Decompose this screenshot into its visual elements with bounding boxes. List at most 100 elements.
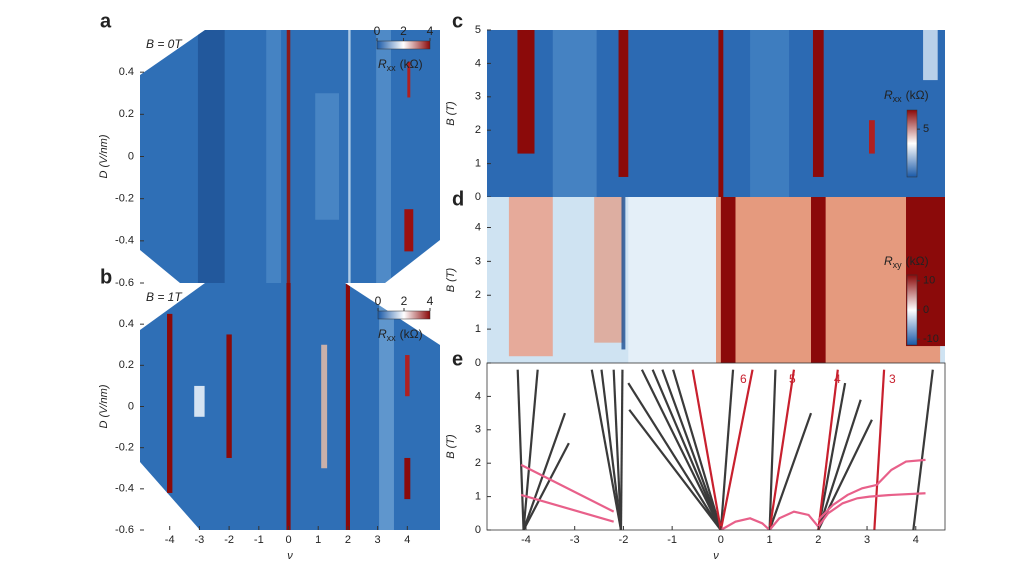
fan-line (720, 492, 926, 530)
colorbar-subscript: xx (387, 333, 397, 343)
heatmap-feature (552, 30, 597, 197)
colorbar-symbol: R (884, 254, 893, 268)
heatmap-feature (720, 197, 736, 363)
heatmap-feature (404, 457, 411, 500)
colorbar (377, 310, 431, 320)
colorbar-unit: (kΩ) (400, 327, 423, 341)
fan-line (768, 369, 796, 530)
y-tick-label: 4 (475, 390, 481, 402)
y-tick-label: 4 (475, 221, 481, 233)
x-tick-label: 3 (864, 534, 870, 546)
fan-line (520, 493, 614, 523)
y-axis-label: B (T) (445, 101, 457, 126)
colorbar (376, 40, 431, 50)
fan-line (628, 409, 722, 530)
colorbar (906, 274, 918, 346)
heatmap-feature (197, 30, 225, 283)
colorbar-tick-label: 5 (923, 123, 929, 135)
y-tick-label: 0 (475, 524, 481, 536)
x-tick-label: -2 (224, 534, 234, 546)
y-axis-label: D (V/nm) (98, 134, 110, 178)
heatmap-feature (286, 30, 291, 283)
heatmap-feature (508, 197, 553, 357)
fan-line (522, 442, 570, 530)
y-tick-label: -0.4 (115, 483, 134, 495)
heatmap-feature (315, 93, 340, 220)
colorbar-subscript: xx (893, 94, 903, 104)
x-tick-label: 3 (375, 534, 381, 546)
fan-line (768, 369, 777, 530)
fan-line (672, 369, 722, 530)
level-label: 5 (789, 372, 796, 386)
y-tick-label: 2 (475, 124, 481, 136)
heatmap-feature (811, 197, 826, 363)
y-tick-label: -0.4 (115, 235, 134, 247)
x-tick-label: 2 (815, 534, 821, 546)
y-tick-label: -0.6 (115, 524, 134, 536)
colorbar-tick-label: 4 (427, 24, 434, 38)
fan-line (661, 369, 722, 530)
y-tick-label: 2 (475, 289, 481, 301)
y-tick-label: 3 (475, 255, 481, 267)
heatmap-feature (348, 30, 351, 283)
y-tick-label: -0.2 (115, 193, 134, 205)
level-label: 4 (834, 372, 841, 386)
plot-area (140, 283, 440, 530)
colorbar-tick-label: 4 (427, 294, 434, 308)
colorbar-tick-label: -10 (923, 333, 939, 345)
heatmap-feature (618, 30, 629, 177)
field-annotation: B = 0T (146, 37, 183, 51)
heatmap-feature (517, 30, 535, 154)
x-axis-label: ν (287, 550, 293, 562)
heatmap-feature (923, 30, 938, 81)
colorbar-unit: (kΩ) (906, 254, 929, 268)
x-tick-label: 4 (913, 534, 919, 546)
colorbar-subscript: xx (387, 63, 397, 73)
colorbar-label: Rxx (kΩ) (884, 88, 929, 104)
colorbar-tick-label: 2 (401, 294, 408, 308)
heatmap-feature (812, 30, 824, 177)
fan-line (817, 399, 862, 530)
x-tick-label: 2 (345, 534, 351, 546)
x-tick-label: -3 (570, 534, 580, 546)
fan-line (691, 369, 722, 530)
y-tick-label: 0.4 (119, 66, 134, 78)
heatmap-feature (345, 283, 350, 530)
x-tick-label: -2 (619, 534, 629, 546)
y-tick-label: 1 (475, 158, 481, 170)
colorbar-symbol: R (378, 327, 387, 341)
colorbar-label: Rxx (kΩ) (378, 327, 423, 343)
y-tick-label: -0.6 (115, 277, 134, 289)
plot-area (487, 197, 945, 363)
plot-area (487, 30, 945, 197)
fan-line (768, 412, 813, 530)
colorbar-label: Rxy (kΩ) (884, 254, 929, 270)
fan-line (817, 458, 926, 521)
field-annotation: B = 1T (146, 290, 183, 304)
y-tick-label: 0.2 (119, 359, 134, 371)
colorbar-symbol: R (378, 57, 387, 71)
y-tick-label: 0 (475, 191, 481, 203)
colorbar-tick-label: 0 (923, 304, 929, 316)
fan-line (520, 463, 615, 513)
x-tick-label: 0 (718, 534, 724, 546)
fan-line (516, 369, 525, 530)
panel-label: c (452, 10, 463, 32)
x-axis-label: ν (713, 550, 719, 562)
y-tick-label: 3 (475, 91, 481, 103)
heatmap-feature (321, 344, 328, 469)
fan-line (873, 369, 886, 530)
heatmap-feature (594, 197, 624, 343)
panel-label: a (100, 10, 112, 32)
heatmap-feature (379, 283, 394, 530)
y-axis-label: B (T) (445, 267, 457, 292)
x-tick-label: 1 (767, 534, 773, 546)
level-label: 3 (889, 372, 896, 386)
heatmap-feature (718, 30, 724, 197)
frame (486, 362, 946, 531)
fan-line (590, 369, 623, 530)
y-tick-label: 1 (475, 323, 481, 335)
x-tick-label: 4 (404, 534, 410, 546)
panel-label: b (100, 266, 112, 288)
y-tick-label: 5 (475, 24, 481, 36)
